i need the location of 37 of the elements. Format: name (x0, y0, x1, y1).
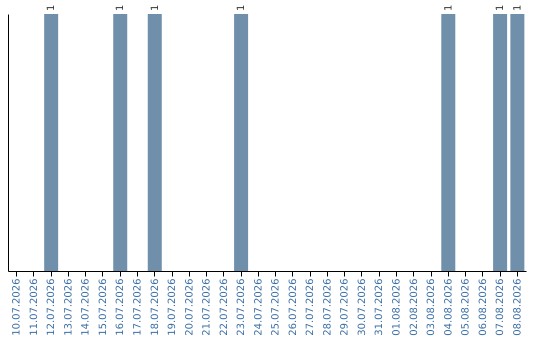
data-label: 1 (512, 4, 524, 11)
x-tick-label: 22.07.2026 (218, 278, 230, 336)
data-label: 1 (115, 4, 126, 11)
data-label: 1 (443, 4, 454, 11)
x-tick-label: 19.07.2026 (167, 278, 178, 336)
data-label: 1 (46, 4, 58, 11)
data-label: 1 (150, 4, 161, 11)
x-tick-label: 06.08.2026 (478, 278, 489, 336)
x-tick-label: 24.07.2026 (253, 278, 264, 336)
x-tick-label: 11.07.2026 (28, 278, 40, 336)
x-tick-label: 14.07.2026 (80, 278, 92, 336)
x-tick-label: 08.08.2026 (512, 278, 524, 336)
x-tick-label: 26.07.2026 (288, 278, 299, 336)
x-tick-label: 27.07.2026 (305, 278, 316, 336)
x-tick-label: 03.08.2026 (426, 278, 438, 336)
x-tick-label: 13.07.2026 (63, 278, 74, 336)
x-tick-label: 17.07.2026 (132, 278, 144, 336)
x-tick-label: 15.07.2026 (98, 278, 109, 336)
x-tick-label: 18.07.2026 (150, 278, 161, 336)
x-tick-label: 02.08.2026 (408, 278, 420, 336)
x-tick-label: 31.07.2026 (374, 278, 386, 336)
x-tick-label: 07.08.2026 (495, 278, 506, 336)
x-tick-label: 01.08.2026 (392, 278, 402, 336)
data-label: 1 (236, 4, 248, 11)
x-tick-label: 29.07.2026 (340, 278, 351, 336)
x-tick-label: 10.07.2026 (12, 278, 23, 336)
x-tick-label: 05.08.2026 (460, 278, 472, 336)
data-label: 1 (495, 4, 506, 11)
x-tick-label: 04.08.2026 (443, 278, 454, 336)
x-tick-label: 20.07.2026 (184, 278, 196, 336)
x-tick-label: 30.07.2026 (356, 278, 368, 336)
x-tick-label: 23.07.2026 (236, 278, 248, 336)
x-tick-label: 25.07.2026 (270, 278, 282, 336)
x-tick-label: 16.07.2026 (115, 278, 126, 336)
x-tick-label: 28.07.2026 (322, 278, 334, 336)
x-tick-label: 21.07.2026 (202, 278, 213, 336)
x-tick-label: 12.07.2026 (46, 278, 58, 336)
